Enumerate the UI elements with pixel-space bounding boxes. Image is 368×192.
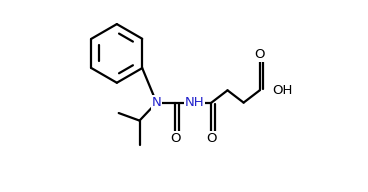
Text: O: O (206, 132, 217, 145)
Text: NH: NH (185, 96, 204, 109)
Text: OH: OH (272, 84, 292, 97)
Text: O: O (170, 132, 181, 145)
Text: O: O (254, 48, 265, 61)
Text: N: N (152, 96, 162, 109)
